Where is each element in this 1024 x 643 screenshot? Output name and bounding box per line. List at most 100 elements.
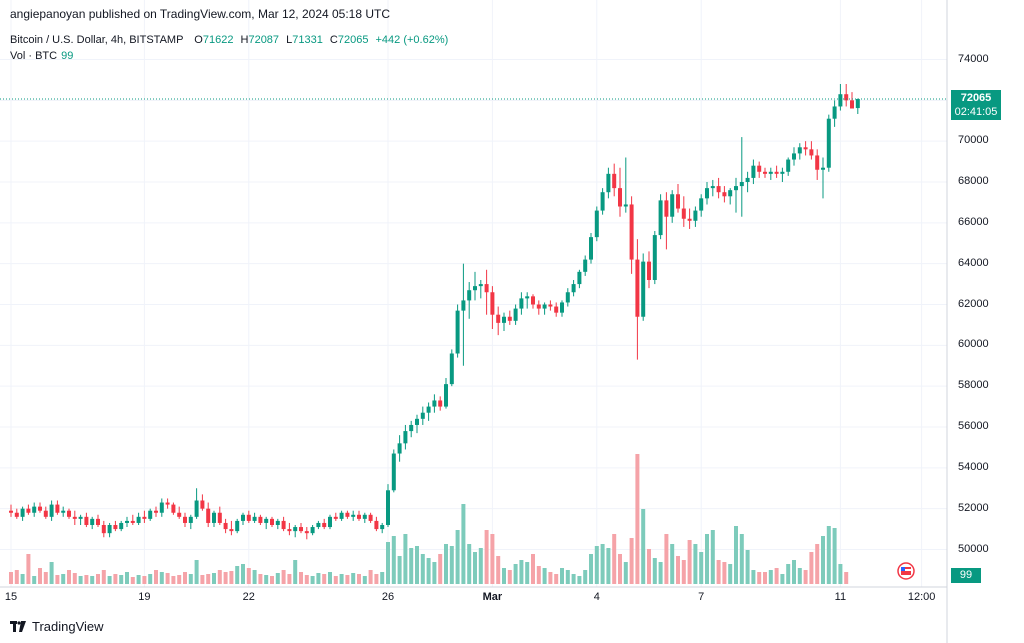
- candle-body: [600, 192, 605, 211]
- candle: [774, 165, 779, 178]
- candle-body: [670, 194, 675, 217]
- candle: [130, 514, 135, 525]
- candle: [125, 516, 129, 528]
- candle: [513, 304, 518, 325]
- volume-bar: [159, 572, 164, 584]
- candle-body: [496, 314, 501, 323]
- candle-body: [9, 510, 13, 513]
- volume-bar: [374, 574, 379, 584]
- price-tick-label: 58000: [958, 379, 989, 392]
- candle: [676, 184, 680, 213]
- candle: [734, 177, 738, 213]
- candle-body: [49, 504, 54, 517]
- candle-body: [513, 308, 518, 321]
- candle: [652, 231, 657, 285]
- candle-body: [415, 418, 419, 425]
- candle-body: [299, 527, 303, 532]
- candle-body: [194, 500, 199, 517]
- volume-bar: [119, 575, 124, 584]
- open-value: 71622: [202, 34, 234, 46]
- candle-body: [832, 106, 837, 119]
- volume-bar: [786, 564, 791, 584]
- candle: [838, 84, 843, 111]
- volume-bar: [612, 534, 617, 584]
- candle-body: [531, 296, 535, 305]
- volume-bar: [148, 574, 153, 584]
- candle: [768, 167, 773, 180]
- volume-bar: [815, 544, 820, 584]
- volume-bar: [734, 526, 738, 584]
- candle: [374, 516, 379, 532]
- candle-body: [467, 290, 472, 301]
- volume-bar: [125, 572, 129, 584]
- candle: [148, 508, 153, 521]
- candle-body: [583, 259, 588, 272]
- volume-bar: [397, 556, 402, 584]
- candle: [507, 310, 512, 325]
- candle: [409, 420, 414, 438]
- volume-bar: [461, 504, 466, 584]
- volume-bar: [171, 576, 176, 584]
- volume-bar: [96, 574, 100, 584]
- candle-body: [310, 527, 315, 534]
- volume-bar: [426, 558, 431, 584]
- candle-body: [20, 508, 25, 517]
- volume-bar: [20, 574, 25, 584]
- volume-bar: [757, 572, 762, 584]
- candle-body: [635, 259, 640, 317]
- volume-bar: [322, 574, 327, 584]
- candle-body: [67, 510, 71, 517]
- candle-body: [357, 514, 361, 519]
- candle-body: [270, 518, 274, 525]
- volume-bar: [560, 568, 564, 584]
- candle: [281, 516, 286, 532]
- candle: [826, 114, 831, 172]
- candle-body: [838, 94, 843, 107]
- candle: [670, 190, 675, 223]
- candle-body: [519, 298, 524, 309]
- candle-body: [345, 512, 350, 517]
- volume-bar: [652, 558, 657, 584]
- candle: [258, 514, 263, 525]
- volume-bar: [502, 568, 506, 584]
- time-tick-label: 4: [593, 591, 600, 603]
- candle-body: [26, 508, 31, 513]
- candle: [264, 516, 269, 530]
- chart-legend: Bitcoin / U.S. Dollar, 4h, BITSTAMP O716…: [10, 34, 449, 46]
- candle-body: [554, 306, 559, 313]
- candle-body: [165, 502, 170, 505]
- volume-bar: [420, 554, 425, 584]
- candle: [850, 92, 854, 109]
- candle-body: [728, 190, 733, 197]
- candle-body: [351, 514, 356, 517]
- candle-body: [710, 186, 715, 189]
- candle: [362, 512, 367, 523]
- volume-bar: [542, 568, 547, 584]
- candle: [832, 100, 837, 127]
- candle: [722, 186, 727, 203]
- candle-body: [589, 237, 593, 260]
- volume-bar: [368, 570, 373, 584]
- volume-bar: [623, 562, 628, 584]
- change-value: +442 (+0.62%): [375, 34, 449, 46]
- candle: [600, 188, 605, 215]
- time-tick-label: 19: [138, 591, 151, 603]
- price-tick-label: 68000: [958, 175, 989, 187]
- volume-bar: [101, 570, 106, 584]
- price-tick-label: 52000: [958, 501, 989, 514]
- candle-body: [426, 406, 431, 413]
- candle: [473, 271, 477, 301]
- volume-bar: [577, 576, 582, 584]
- candle-body: [14, 512, 19, 517]
- volume-bar: [589, 554, 593, 584]
- flag-marker: [897, 562, 915, 580]
- candle-body: [693, 210, 698, 221]
- candle-body: [90, 518, 95, 525]
- candle: [821, 157, 825, 199]
- candle: [403, 424, 408, 450]
- candle-body: [699, 198, 704, 211]
- time-tick-label: 22: [242, 591, 255, 603]
- volume-bars: [9, 454, 849, 584]
- volume-bar: [664, 534, 669, 584]
